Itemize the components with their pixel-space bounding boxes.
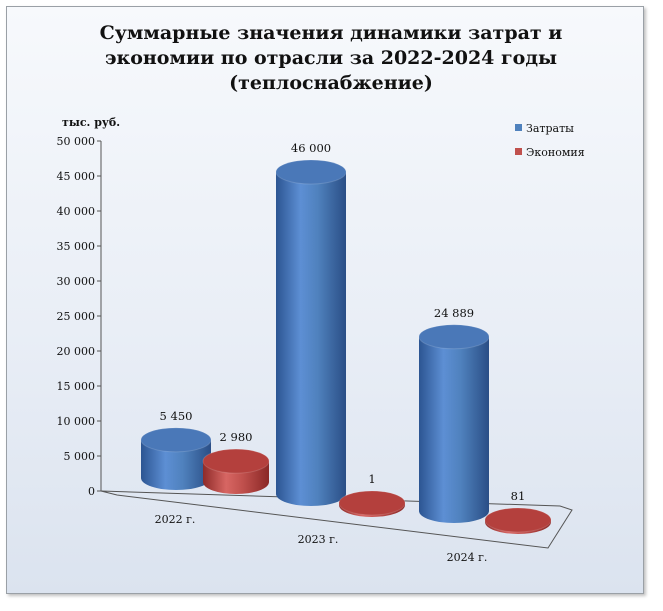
- bar-zatraty-0: [140, 427, 212, 490]
- data-label: 46 000: [291, 141, 331, 155]
- bar-top: [275, 159, 347, 185]
- y-tick-label: 5 000: [64, 450, 96, 463]
- y-axis-ticks: 0 5 000 10 000 15 000 20 000 25 000 30 000 35 0…: [57, 135, 101, 498]
- y-tick-label: 40 000: [57, 205, 96, 218]
- y-tick-label: 35 000: [57, 240, 96, 253]
- legend-swatch-zatraty: [515, 124, 522, 131]
- bar-ekonomiya-0: [202, 448, 270, 494]
- category-label: 2024 г.: [447, 551, 488, 564]
- data-label: 5 450: [160, 409, 193, 423]
- bar-body: [419, 336, 489, 523]
- bar-zatraty-2: [418, 324, 490, 523]
- data-labels: 5 450 2 980 46 000 1 24 889 81: [160, 141, 526, 503]
- bar-top: [418, 324, 490, 350]
- category-label: 2023 г.: [298, 533, 339, 546]
- y-tick-label: 10 000: [57, 415, 96, 428]
- y-tick-label: 50 000: [57, 135, 96, 148]
- chart-title-line-3: (теплоснабжение): [229, 72, 433, 94]
- data-label: 24 889: [434, 306, 474, 320]
- legend: Затраты Экономия: [515, 122, 585, 159]
- bar-top: [202, 448, 270, 474]
- data-label: 81: [511, 489, 526, 503]
- chart-title-line-2: экономии по отрасли за 2022-2024 годы: [105, 47, 557, 69]
- bar-zatraty-1: [275, 159, 347, 506]
- category-label: 2022 г.: [155, 513, 196, 526]
- bar-ekonomiya-2: [484, 507, 552, 534]
- legend-label-ekonomiya: Экономия: [526, 146, 585, 159]
- bar-body: [141, 439, 211, 490]
- data-label: 1: [368, 472, 375, 486]
- bar-top: [140, 427, 212, 453]
- data-label: 2 980: [220, 430, 253, 444]
- chart-title: Суммарные значения динамики затрат и эко…: [100, 22, 563, 94]
- bars: [140, 159, 552, 534]
- legend-label-zatraty: Затраты: [526, 122, 574, 135]
- bar-ekonomiya-1: [338, 490, 406, 517]
- category-labels: 2022 г. 2023 г. 2024 г.: [155, 513, 488, 564]
- y-axis-unit-label: тыс. руб.: [62, 116, 120, 129]
- y-tick-label: 45 000: [57, 170, 96, 183]
- y-tick-label: 20 000: [57, 345, 96, 358]
- bar-body: [276, 172, 346, 506]
- bar-top: [338, 490, 406, 516]
- y-tick-label: 15 000: [57, 380, 96, 393]
- y-tick-label: 30 000: [57, 275, 96, 288]
- legend-swatch-ekonomiya: [515, 148, 522, 155]
- bar-top: [484, 507, 552, 533]
- chart-title-line-1: Суммарные значения динамики затрат и: [100, 22, 563, 44]
- y-tick-label: 25 000: [57, 310, 96, 323]
- y-tick-label: 0: [88, 485, 95, 498]
